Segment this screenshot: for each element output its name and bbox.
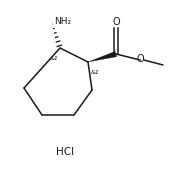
Polygon shape bbox=[88, 51, 117, 62]
Text: O: O bbox=[112, 17, 120, 27]
Text: &1: &1 bbox=[50, 56, 59, 61]
Text: &1: &1 bbox=[91, 70, 100, 75]
Text: NH₂: NH₂ bbox=[54, 16, 71, 25]
Text: HCl: HCl bbox=[56, 147, 74, 157]
Text: O: O bbox=[136, 54, 144, 64]
